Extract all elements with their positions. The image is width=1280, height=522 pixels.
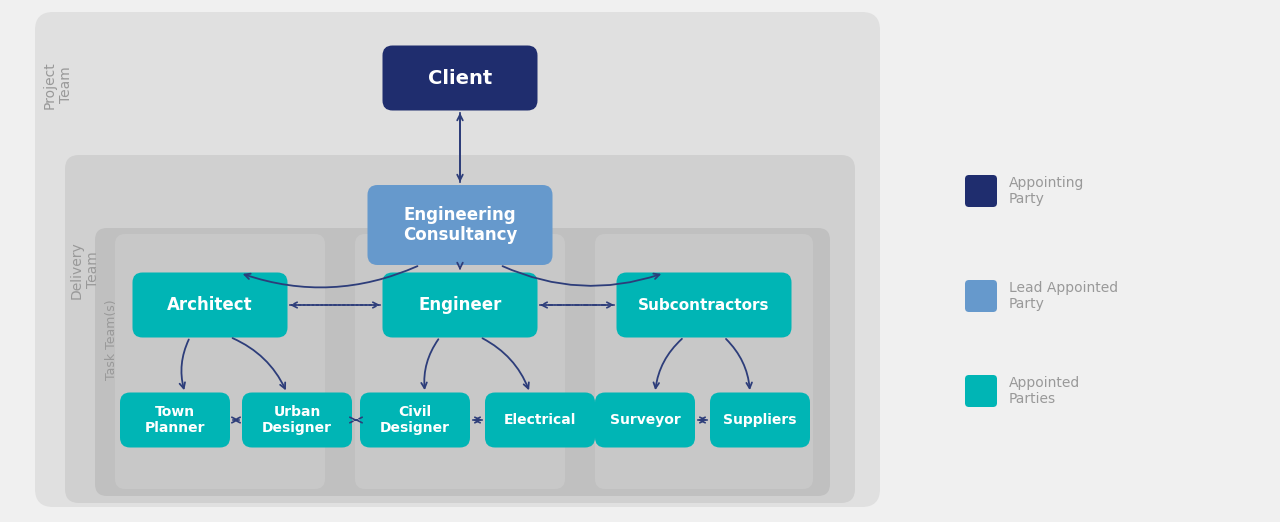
Text: Project
Team: Project Team xyxy=(44,61,73,109)
FancyBboxPatch shape xyxy=(133,272,288,338)
Text: Lead Appointed
Party: Lead Appointed Party xyxy=(1009,281,1119,311)
Text: Appointing
Party: Appointing Party xyxy=(1009,176,1084,206)
FancyBboxPatch shape xyxy=(383,272,538,338)
FancyBboxPatch shape xyxy=(965,375,997,407)
Text: Architect: Architect xyxy=(168,296,253,314)
FancyBboxPatch shape xyxy=(617,272,791,338)
FancyBboxPatch shape xyxy=(367,185,553,265)
FancyBboxPatch shape xyxy=(115,234,325,489)
FancyBboxPatch shape xyxy=(65,155,855,503)
FancyBboxPatch shape xyxy=(965,175,997,207)
FancyBboxPatch shape xyxy=(120,393,230,447)
Text: Urban
Designer: Urban Designer xyxy=(262,405,332,435)
Text: Engineer: Engineer xyxy=(419,296,502,314)
Text: Client: Client xyxy=(428,68,492,88)
FancyBboxPatch shape xyxy=(965,280,997,312)
FancyBboxPatch shape xyxy=(242,393,352,447)
FancyBboxPatch shape xyxy=(595,234,813,489)
FancyBboxPatch shape xyxy=(383,45,538,111)
Text: Town
Planner: Town Planner xyxy=(145,405,205,435)
Text: Engineering
Consultancy: Engineering Consultancy xyxy=(403,206,517,244)
FancyBboxPatch shape xyxy=(95,228,829,496)
FancyBboxPatch shape xyxy=(485,393,595,447)
Text: Suppliers: Suppliers xyxy=(723,413,796,427)
FancyBboxPatch shape xyxy=(35,12,881,507)
Text: Appointed
Parties: Appointed Parties xyxy=(1009,376,1080,406)
Text: Subcontractors: Subcontractors xyxy=(639,298,769,313)
Text: Task Team(s): Task Team(s) xyxy=(105,300,119,381)
FancyBboxPatch shape xyxy=(360,393,470,447)
Text: Civil
Designer: Civil Designer xyxy=(380,405,451,435)
Text: Surveyor: Surveyor xyxy=(609,413,681,427)
FancyBboxPatch shape xyxy=(355,234,564,489)
Text: Electrical: Electrical xyxy=(504,413,576,427)
FancyBboxPatch shape xyxy=(595,393,695,447)
FancyBboxPatch shape xyxy=(710,393,810,447)
Text: Delivery
Team: Delivery Team xyxy=(70,241,100,299)
